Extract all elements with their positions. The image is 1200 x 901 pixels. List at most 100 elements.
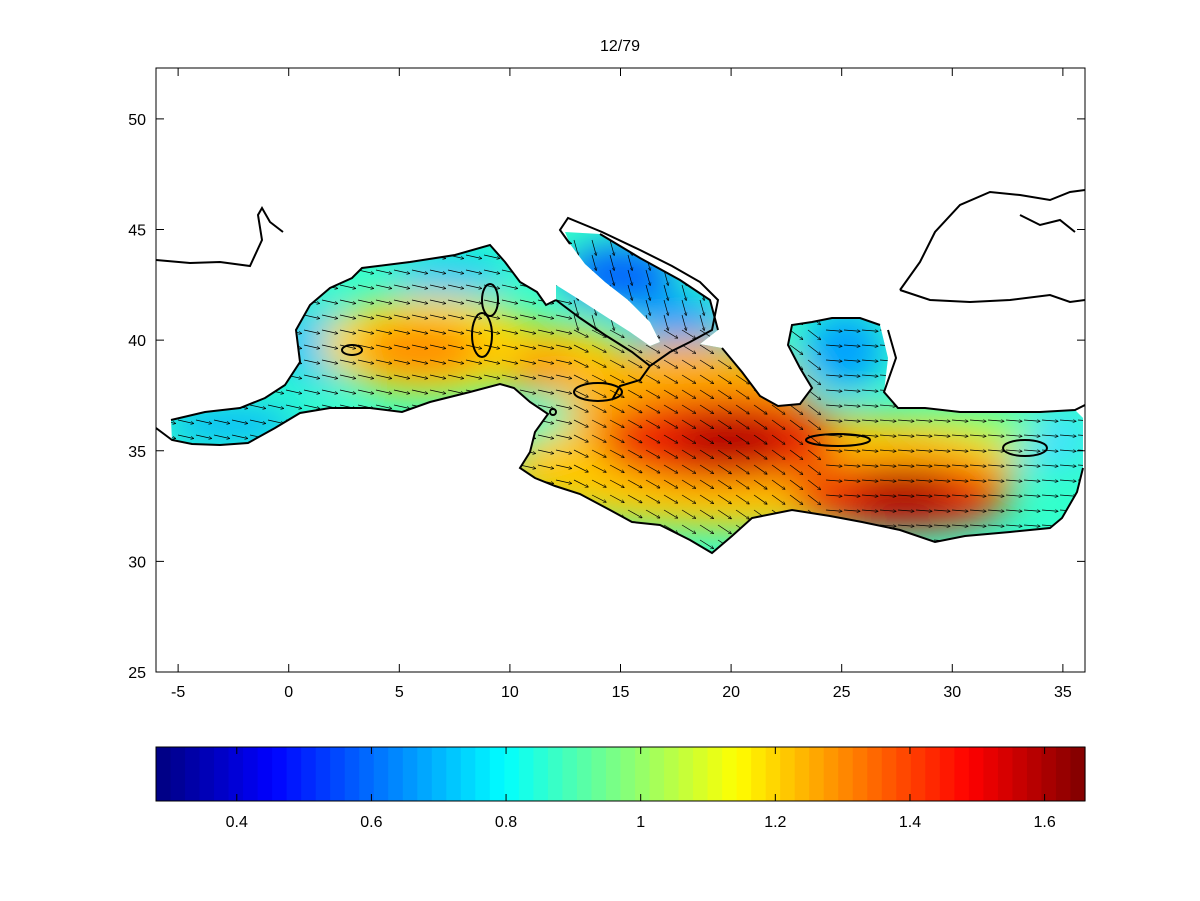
wind-arrow (573, 434, 588, 442)
y-axis: 25 30 35 40 45 50 (128, 112, 1085, 682)
wind-arrow (375, 344, 392, 348)
wind-arrow (771, 449, 785, 459)
x-tick-label: 15 (612, 684, 630, 701)
wind-arrow (843, 330, 860, 331)
colorbar-step (678, 747, 694, 801)
wind-arrow (627, 494, 642, 503)
wind-arrow (321, 374, 338, 378)
wind-arrow (717, 359, 731, 369)
coastlines (156, 189, 1085, 555)
wind-arrow (843, 450, 860, 451)
wind-arrow (501, 299, 518, 303)
wind-arrow (465, 359, 482, 363)
wind-arrow (663, 344, 678, 353)
wind-arrow (717, 434, 731, 444)
wind-arrow (861, 360, 878, 361)
wind-arrow (555, 359, 572, 363)
wind-arrow (663, 479, 678, 488)
wind-arrow (897, 465, 914, 466)
wind-arrow (537, 314, 554, 318)
wind-arrow (717, 509, 731, 519)
wind-arrow (429, 284, 446, 288)
wind-arrow (681, 374, 696, 383)
wind-arrow (339, 404, 356, 408)
wind-arrow (357, 374, 374, 378)
wind-arrow (609, 509, 624, 518)
wind-arrow (789, 494, 803, 505)
wind-arrow (447, 299, 464, 303)
wind-arrow (609, 254, 614, 270)
wind-arrow (555, 374, 572, 378)
wind-arrow (591, 359, 606, 367)
wind-arrow (375, 329, 392, 333)
island-crete (805, 433, 871, 447)
island-sicily (573, 382, 623, 402)
wind-arrow (645, 344, 660, 353)
wind-arrow (879, 435, 896, 436)
wind-arrow (699, 464, 713, 474)
wind-arrow (1041, 495, 1058, 496)
colorbar-step (693, 747, 709, 801)
wind-arrow (375, 404, 392, 408)
wind-arrow (357, 404, 374, 408)
wind-arrow (681, 509, 696, 518)
colorbar-step (838, 747, 854, 801)
wind-arrow (663, 419, 678, 428)
wind-arrow (357, 344, 374, 348)
wind-arrow (591, 239, 596, 255)
colorbar-step (388, 747, 404, 801)
colorbar-step (489, 747, 505, 801)
wind-arrow (519, 374, 536, 378)
wind-arrow (411, 344, 428, 348)
wind-arrow (519, 299, 536, 303)
wind-arrow (699, 419, 713, 429)
wind-arrow (501, 284, 518, 288)
wind-arrow (879, 450, 896, 451)
colorbar-step (1012, 747, 1028, 801)
wind-arrow (231, 419, 248, 423)
wind-arrow (681, 359, 696, 368)
wind-arrow (357, 314, 374, 318)
wind-arrow (501, 344, 518, 348)
wind-arrow (573, 359, 588, 367)
wind-arrow (519, 359, 536, 363)
wind-arrow (303, 314, 320, 318)
wind-arrow (1005, 450, 1022, 451)
y-tick-label: 45 (128, 223, 146, 240)
wind-arrow (915, 465, 932, 466)
wind-arrow (789, 419, 803, 430)
wind-arrow (933, 420, 950, 421)
wind-arrow (735, 389, 749, 399)
wind-arrow (483, 284, 500, 288)
wind-arrow (861, 495, 878, 496)
wind-arrow (393, 374, 410, 378)
wind-arrow (663, 494, 678, 503)
wind-arrow (447, 284, 464, 288)
wind-arrow (483, 359, 500, 363)
wind-arrow (321, 404, 338, 408)
wind-arrow (843, 345, 860, 346)
colorbar-step (330, 747, 346, 801)
wind-arrow (465, 344, 482, 348)
wind-arrow (429, 389, 446, 393)
wind-arrow (681, 479, 696, 488)
colorbar-step (359, 747, 375, 801)
wind-arrow (699, 524, 713, 534)
wind-arrow (969, 510, 986, 511)
wind-arrow (591, 254, 596, 270)
wind-arrow (753, 464, 767, 474)
wind-arrow (573, 404, 588, 412)
wind-arrow (825, 375, 842, 376)
colorbar-tick-label: 0.6 (360, 814, 382, 831)
wind-arrow (807, 404, 821, 415)
wind-arrow (555, 434, 572, 438)
wind-arrow (1023, 495, 1040, 496)
wind-arrow (825, 510, 842, 511)
wind-arrow (537, 374, 554, 378)
wind-arrow (771, 494, 785, 504)
coastline-north-africa-west (156, 382, 1084, 555)
wind-arrow (843, 495, 860, 496)
wind-arrow (699, 314, 704, 330)
wind-arrow (429, 374, 446, 378)
wind-arrow (429, 269, 446, 273)
